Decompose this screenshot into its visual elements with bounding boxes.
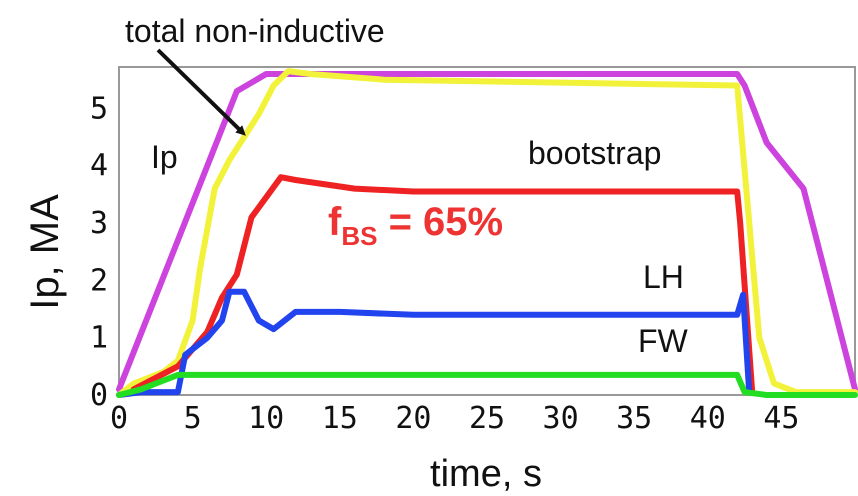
bootstrap-fraction-subscript: BS	[341, 221, 377, 251]
y-tick-label: 2	[90, 263, 108, 298]
x-tick-label: 45	[763, 401, 799, 436]
x-tick-label: 15	[322, 401, 358, 436]
series-line-bootstrap	[130, 174, 755, 393]
y-axis-label: Ip, MA	[23, 194, 67, 310]
series-line-ip	[116, 71, 858, 393]
x-tick-label: 40	[690, 401, 726, 436]
y-tick-label: 4	[90, 149, 108, 184]
y-tick-labels: 0 1 2 3 4 5	[90, 91, 108, 413]
total-non-inductive-label: total non-inductive	[125, 13, 385, 49]
y-tick-label: 3	[90, 206, 108, 241]
bootstrap-fraction-label: fBS = 65%	[328, 200, 503, 251]
bootstrap-series-label: bootstrap	[528, 135, 661, 171]
series-line-total-non-inductive	[116, 68, 858, 398]
bootstrap-fraction-value: = 65%	[377, 200, 503, 244]
ip-series-label: Ip	[151, 139, 178, 175]
x-tick-label: 0	[110, 401, 128, 436]
x-tick-label: 20	[395, 401, 431, 436]
y-tick-label: 5	[90, 91, 108, 126]
x-tick-label: 10	[248, 401, 284, 436]
series-layer	[116, 68, 858, 398]
x-tick-label: 25	[469, 401, 505, 436]
x-tick-label: 35	[616, 401, 652, 436]
plot-frame	[118, 66, 856, 396]
y-tick-label: 1	[90, 321, 108, 356]
bootstrap-fraction-f: f	[328, 200, 342, 244]
series-line-fw	[116, 371, 858, 398]
annotation-arrow	[156, 48, 246, 136]
fw-series-label: FW	[638, 323, 689, 359]
x-tick-label: 30	[543, 401, 579, 436]
lh-series-label: LH	[643, 259, 684, 295]
x-tick-labels: 0 5 10 15 20 25 30 35 40 45	[110, 401, 799, 436]
y-tick-label: 0	[90, 378, 108, 413]
x-axis-label: time, s	[430, 453, 542, 495]
x-tick-label: 5	[184, 401, 202, 436]
